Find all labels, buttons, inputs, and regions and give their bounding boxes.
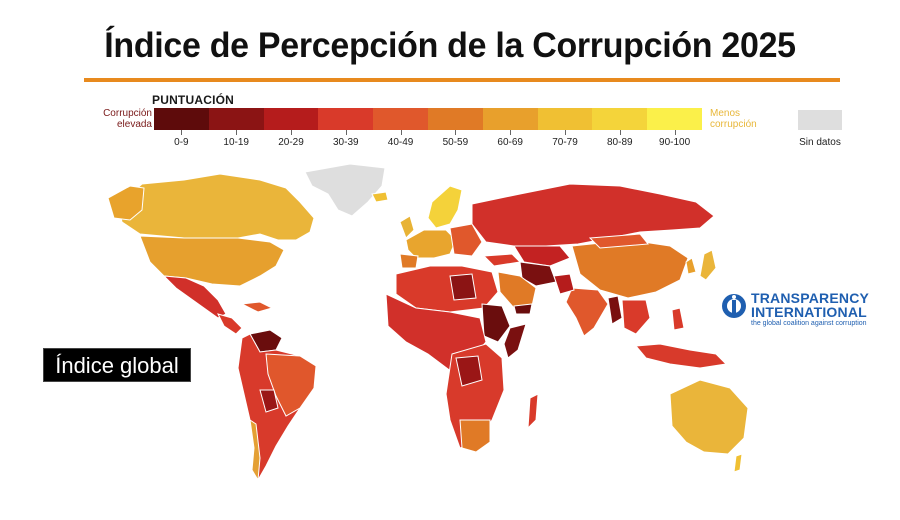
legend-nodata-label: Sin datos <box>799 137 841 148</box>
region-brazil <box>265 353 317 417</box>
legend-swatch-40-49 <box>373 108 428 130</box>
legend-swatch-80-89 <box>592 108 648 130</box>
global-index-badge: Índice global <box>43 348 191 382</box>
legend-tick <box>400 130 402 135</box>
legend-tick <box>510 130 512 135</box>
legend-swatch-60-69 <box>482 108 538 130</box>
region-iran-afghanistan <box>519 261 557 287</box>
world-map <box>107 163 749 482</box>
region-yemen <box>513 303 533 315</box>
legend-ticks <box>154 130 702 136</box>
region-new-zealand <box>733 453 743 473</box>
legend-tick-label: 90-100 <box>659 137 691 148</box>
legend-tick-label: 30-39 <box>333 137 359 148</box>
legend-swatch-20-29 <box>263 108 319 130</box>
region-korea <box>685 257 697 275</box>
legend-tick-label: 40-49 <box>387 137 414 148</box>
region-caribbean <box>240 301 274 313</box>
legend-tick-labels: 0-9 10-19 20-29 30-39 40-49 50-59 60-69 70-79 80… <box>154 137 702 151</box>
legend-swatch-50-59 <box>427 108 483 130</box>
region-russia <box>471 183 715 247</box>
region-australia <box>669 379 749 455</box>
region-uk <box>399 215 415 239</box>
legend-heading: PUNTUACIÓN <box>152 93 234 107</box>
region-central-america <box>217 313 243 335</box>
legend-tick-label: 80-89 <box>607 137 633 148</box>
region-libya <box>449 273 477 301</box>
legend-left-label: Corrupción elevada <box>103 108 152 130</box>
region-mongolia <box>588 233 649 249</box>
region-japan <box>699 249 717 281</box>
legend-tick-label: 10-19 <box>223 137 249 148</box>
legend-swatch-0-9 <box>154 108 209 130</box>
legend-tick-label: 0-9 <box>174 137 189 148</box>
legend-tick <box>236 130 238 135</box>
legend-tick <box>619 130 621 135</box>
region-western-europe <box>405 229 457 259</box>
legend-tick-label: 70-79 <box>552 137 578 148</box>
legend-tick <box>565 130 566 135</box>
legend-tick <box>345 130 347 135</box>
region-turkey <box>482 253 522 267</box>
region-drc <box>455 355 483 387</box>
region-scandinavia <box>427 185 463 229</box>
region-eastern-europe <box>449 223 483 257</box>
legend-tick-label: 50-59 <box>442 137 469 148</box>
legend-swatch-10-19 <box>208 108 264 130</box>
region-india <box>565 287 609 337</box>
legend-tick <box>674 130 676 135</box>
title-underline <box>84 78 840 82</box>
region-philippines <box>671 307 685 331</box>
legend-tick <box>455 130 457 135</box>
legend-swatch-30-39 <box>318 108 374 130</box>
region-chile <box>249 418 261 482</box>
region-greenland <box>304 163 386 217</box>
page-title: Índice de Percepción de la Corrupción 20… <box>104 26 796 65</box>
legend-nodata-swatch <box>798 110 842 130</box>
legend-swatch-90-100 <box>647 108 702 130</box>
region-madagascar <box>527 393 539 430</box>
region-central-asia <box>513 245 571 267</box>
region-myanmar <box>607 295 623 325</box>
legend-tick <box>181 130 183 135</box>
logo-line-2: INTERNATIONAL <box>751 304 867 320</box>
region-alaska <box>107 185 145 221</box>
region-iberia <box>399 253 419 269</box>
legend-right-label: Menos corrupción <box>710 108 757 130</box>
region-sudan <box>481 303 511 343</box>
region-pakistan <box>553 273 575 295</box>
legend-tick-label: 60-69 <box>497 137 523 148</box>
logo-tagline: the global coalition against corruption <box>751 320 867 327</box>
region-usa <box>139 235 285 287</box>
region-canada <box>117 173 315 241</box>
legend-tick-label: 20-29 <box>278 137 304 148</box>
region-southern-africa <box>459 419 491 453</box>
ti-globe-icon <box>722 294 746 318</box>
legend-tick <box>291 130 292 135</box>
region-somalia <box>503 323 527 359</box>
legend-color-scale <box>154 108 702 130</box>
region-iceland <box>371 191 389 203</box>
transparency-international-logo: TRANSPARENCY INTERNATIONAL the global co… <box>718 288 878 332</box>
region-china <box>571 239 689 299</box>
legend-swatch-70-79 <box>537 108 593 130</box>
region-bolivia <box>259 389 279 413</box>
region-se-asia <box>621 299 651 335</box>
logo-line-1: TRANSPARENCY <box>751 290 870 306</box>
region-indonesia <box>635 343 728 369</box>
